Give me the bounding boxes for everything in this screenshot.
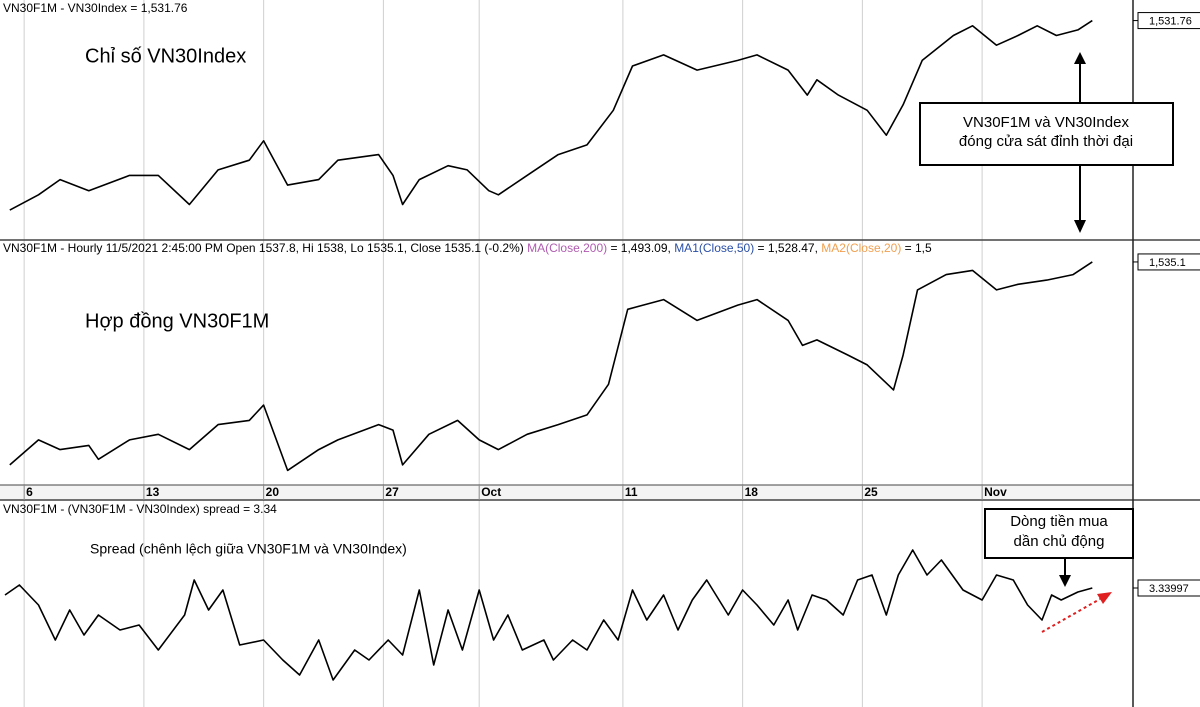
price-line bbox=[9, 261, 1093, 472]
x-tick-label: 27 bbox=[385, 485, 399, 499]
panel-label: Spread (chênh lệch giữa VN30F1M và VN30I… bbox=[90, 541, 407, 557]
arrow-head bbox=[1074, 220, 1086, 233]
callout-box bbox=[919, 102, 1174, 166]
header-part: = 1,528.47, bbox=[754, 241, 821, 255]
header-part: VN30F1M - (VN30F1M - VN30Index) spread =… bbox=[3, 502, 277, 516]
header-part: MA(Close,200) bbox=[527, 241, 607, 255]
price-line bbox=[9, 19, 1093, 211]
arrow-head bbox=[1059, 575, 1071, 587]
x-tick-label: 25 bbox=[864, 485, 878, 499]
panel-label: Chỉ số VN30Index bbox=[85, 45, 246, 67]
x-tick-label: Nov bbox=[984, 485, 1007, 499]
callout-box bbox=[984, 508, 1134, 559]
header-part: MA1(Close,50) bbox=[674, 241, 754, 255]
header-part: = 1,493.09, bbox=[607, 241, 674, 255]
x-tick-label: 20 bbox=[266, 485, 280, 499]
callout-text: VN30F1M và VN30Index bbox=[963, 114, 1129, 131]
header-part: MA2(Close,20) bbox=[821, 241, 901, 255]
panel-header: VN30F1M - Hourly 11/5/2021 2:45:00 PM Op… bbox=[3, 241, 932, 255]
x-tick-label: 18 bbox=[745, 485, 759, 499]
panel-header: VN30F1M - VN30Index = 1,531.76 bbox=[3, 1, 188, 15]
last-price-label: 1,531.76 bbox=[1149, 15, 1192, 27]
price-line bbox=[4, 549, 1093, 681]
callout-text: đóng cửa sát đỉnh thời đại bbox=[959, 133, 1133, 150]
trend-arrow bbox=[1041, 598, 1101, 633]
panel-label: Hợp đồng VN30F1M bbox=[85, 310, 269, 332]
header-part: VN30F1M - Hourly 11/5/2021 2:45:00 PM Op… bbox=[3, 241, 527, 255]
header-part: VN30F1M - VN30Index = 1,531.76 bbox=[3, 1, 188, 15]
last-price-label: 3.33997 bbox=[1149, 583, 1189, 595]
header-part: = 1,5 bbox=[901, 241, 932, 255]
callout-text: Dòng tiền mua bbox=[1010, 513, 1108, 530]
panel-header: VN30F1M - (VN30F1M - VN30Index) spread =… bbox=[3, 502, 277, 516]
x-tick-label: 13 bbox=[146, 485, 160, 499]
x-tick-label: 6 bbox=[26, 485, 33, 499]
x-tick-label: 11 bbox=[625, 485, 638, 499]
arrow-head bbox=[1097, 592, 1112, 604]
callout-text: dần chủ động bbox=[1014, 533, 1105, 550]
x-axis-band bbox=[0, 485, 1133, 500]
arrow-head bbox=[1074, 52, 1086, 64]
last-price-label: 1,535.1 bbox=[1149, 257, 1186, 269]
x-tick-label: Oct bbox=[481, 485, 501, 499]
